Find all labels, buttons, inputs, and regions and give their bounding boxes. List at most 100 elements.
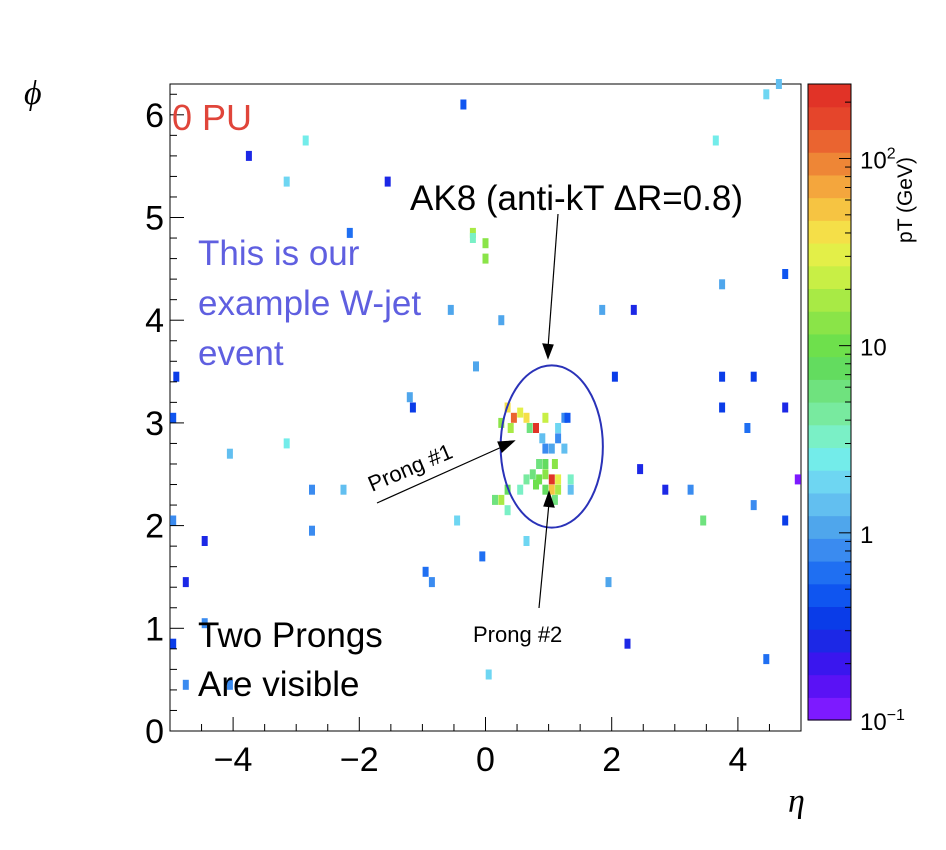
colorbar-segment [808, 152, 851, 176]
heatmap-cell [611, 371, 618, 382]
heatmap-cell [712, 135, 719, 146]
prong2-arrow-line [538, 502, 550, 609]
heatmap-cell [473, 361, 479, 372]
heatmap-cell [409, 402, 416, 413]
colorbar-label: pT (GeV) [894, 157, 917, 243]
heatmap-cell [447, 304, 454, 315]
heatmap-cell [523, 412, 530, 423]
heatmap-cell [182, 577, 189, 588]
example-label-line-2: example W-jet [198, 284, 421, 323]
y-tick-label: 1 [145, 610, 164, 648]
heatmap-cell [182, 679, 189, 690]
heatmap-cell [309, 525, 315, 536]
heatmap-cell [555, 423, 562, 433]
heatmap-cell [454, 515, 461, 526]
heatmap-cell [526, 423, 533, 433]
heatmap-cell [555, 433, 562, 444]
heatmap-cell [561, 443, 568, 454]
heatmap-cell [700, 515, 707, 526]
heatmap-cell [567, 484, 574, 495]
colorbar [807, 83, 852, 721]
heatmap-cell [482, 238, 489, 249]
heatmap-cell [630, 304, 637, 315]
colorbar-segment [808, 583, 851, 608]
colorbar-segment [808, 356, 851, 380]
heatmap-cell [744, 423, 751, 433]
example-label-line-3: event [198, 334, 284, 373]
heatmap-cell [539, 433, 546, 444]
heatmap-cell [782, 402, 789, 413]
heatmap-cell [384, 176, 391, 187]
heatmap-cell [763, 89, 770, 100]
heatmap-cell [775, 79, 782, 89]
annotation-arrows [376, 213, 559, 609]
prong1-arrow-line [376, 445, 505, 504]
heatmap-cell [605, 577, 612, 588]
colorbar-segment [808, 265, 851, 290]
colorbar-segment [808, 492, 851, 517]
colorbar-segment [808, 674, 851, 698]
heatmap-cell [542, 412, 549, 423]
heatmap-cell [719, 279, 726, 290]
heatmap-cell [460, 99, 467, 110]
colorbar-segment [808, 106, 851, 131]
heatmap-cell [542, 459, 549, 469]
heatmap-cell [533, 479, 539, 490]
heatmap-cell [719, 402, 726, 413]
colorbar-segment [808, 84, 851, 108]
colorbar-segment [808, 424, 851, 449]
heatmap-cell [536, 459, 543, 469]
colorbar-segment [808, 651, 851, 676]
heatmap-cell [548, 484, 555, 495]
x-tick-label: 4 [728, 741, 747, 779]
colorbar-segment [808, 220, 851, 244]
heatmap-cell [782, 515, 789, 526]
heatmap-cell [551, 459, 558, 469]
ak8-label: AK8 (anti-kT ΔR=0.8) [410, 179, 743, 218]
y-tick-label: 2 [145, 508, 164, 546]
heatmap-cell [561, 412, 568, 423]
heatmap-cell [548, 474, 555, 485]
prong1-arrow-head [497, 440, 516, 454]
heatmap-cell [763, 654, 770, 665]
plot-frame [169, 83, 802, 732]
heatmap-cell [517, 484, 524, 495]
heatmap-cell [782, 269, 789, 279]
colorbar-segment [808, 402, 851, 426]
colorbar-segment [808, 129, 851, 153]
heatmap-cell [170, 638, 177, 649]
prong2-label: Prong #2 [473, 622, 562, 647]
heatmap-cell [428, 577, 435, 588]
heatmap-cell [624, 638, 631, 649]
colorbar-ticks: 10−1 1 10 102 [839, 101, 905, 736]
heatmap-cell [510, 412, 517, 423]
heatmap-cell [469, 227, 476, 238]
heatmap-cell [469, 233, 476, 243]
heatmap-cell [750, 500, 757, 511]
heatmap-cell [492, 494, 498, 505]
x-tick-label: 0 [476, 741, 495, 779]
colorbar-segment [808, 561, 851, 585]
heatmap-cell [340, 484, 347, 495]
heatmap-cell [548, 443, 555, 454]
colorbar-segment [808, 379, 851, 403]
two-prongs-label-line-2: Are visible [198, 665, 359, 704]
heatmap-cell [637, 464, 644, 475]
heatmap-cells [170, 79, 801, 690]
heatmap-cell [542, 484, 549, 495]
colorbar-tick-label: 10−1 [860, 707, 905, 736]
example-label-line-1: This is our [198, 234, 360, 273]
heatmap-cell [542, 443, 549, 454]
colorbar-segment [808, 311, 851, 335]
x-tick-label: 2 [602, 741, 621, 779]
heatmap-cell [226, 448, 233, 459]
heatmap-cell [170, 515, 177, 526]
heatmap-cell [283, 438, 290, 449]
heatmap-cell [533, 423, 539, 433]
heatmap-cell [662, 484, 669, 495]
colorbar-segment [808, 243, 851, 267]
colorbar-tick-label: 102 [860, 145, 896, 174]
heatmap-cell [479, 551, 486, 562]
colorbar-segment [808, 174, 851, 199]
